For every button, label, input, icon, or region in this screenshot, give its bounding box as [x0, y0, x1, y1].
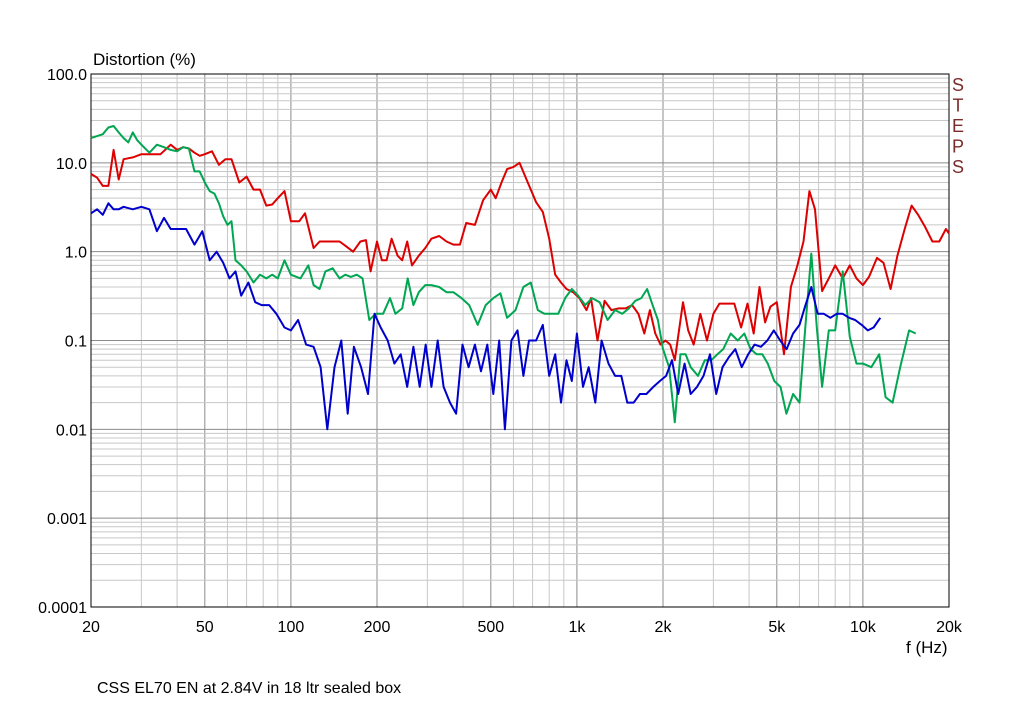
chart-series-layer	[90, 125, 950, 431]
series-line-3	[90, 202, 882, 431]
x-tick-label: 10k	[850, 619, 877, 636]
y-tick-labels: 100.0 10.0 1.0 0.1 0.01 0.001 0.0001	[38, 67, 87, 617]
y-axis-label: Distortion (%)	[93, 50, 196, 69]
watermark-letter: E	[952, 116, 964, 136]
series-line-2	[90, 125, 917, 424]
x-axis-label: f (Hz)	[906, 638, 948, 657]
watermark-letter: S	[952, 157, 964, 177]
y-tick-label: 10.0	[56, 156, 87, 173]
chart-grid	[90, 74, 950, 608]
y-tick-label: 0.1	[65, 334, 87, 351]
chart-caption: CSS EL70 EN at 2.84V in 18 ltr sealed bo…	[97, 680, 402, 697]
x-tick-label: 20k	[936, 619, 963, 636]
x-tick-label: 200	[364, 619, 391, 636]
watermark-letter: P	[952, 137, 964, 157]
y-tick-label: 1.0	[65, 245, 87, 262]
x-tick-label: 500	[477, 619, 504, 636]
x-tick-label: 50	[196, 619, 214, 636]
watermark-letter: T	[953, 96, 964, 116]
plot-frame	[90, 73, 950, 608]
y-tick-label: 100.0	[47, 67, 87, 84]
x-tick-label: 5k	[768, 619, 786, 636]
x-tick-label: 2k	[655, 619, 673, 636]
x-tick-labels: 20 50 100 200 500 1k 2k 5k 10k 20k	[82, 619, 963, 636]
y-tick-label: 0.0001	[38, 600, 87, 617]
x-tick-label: 20	[82, 619, 100, 636]
y-tick-label: 0.01	[56, 422, 87, 439]
watermark-letter: S	[952, 75, 964, 95]
x-tick-label: 100	[278, 619, 305, 636]
y-tick-label: 0.001	[47, 511, 87, 528]
series-line-1	[90, 143, 950, 362]
x-tick-label: 1k	[568, 619, 586, 636]
